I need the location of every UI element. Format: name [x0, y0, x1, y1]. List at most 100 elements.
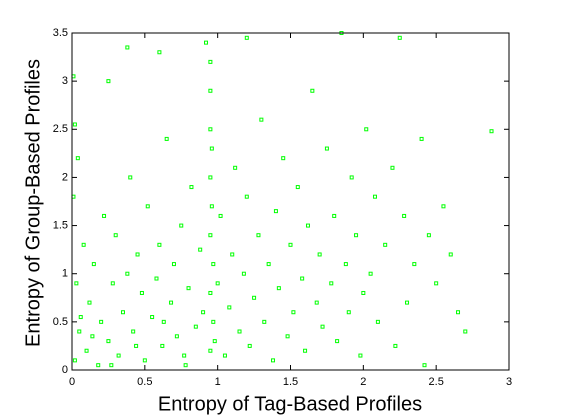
point	[208, 290, 213, 295]
point	[154, 276, 159, 281]
point	[96, 363, 101, 368]
point	[329, 281, 334, 286]
point	[186, 286, 191, 291]
point	[305, 223, 310, 228]
point	[456, 310, 461, 315]
point	[189, 185, 194, 190]
point	[300, 276, 305, 281]
point	[276, 286, 281, 291]
point	[150, 315, 155, 320]
point	[157, 242, 162, 247]
y-axis-label: Entropy of Group-Based Profiles	[22, 59, 44, 347]
point	[271, 358, 276, 363]
point	[183, 363, 188, 368]
point	[72, 122, 77, 127]
point	[463, 329, 468, 334]
point	[211, 319, 216, 324]
point	[209, 204, 214, 209]
y-tick-label: 2.5	[53, 123, 68, 135]
y-tick-label: 0.5	[53, 316, 68, 328]
point	[211, 262, 216, 267]
point	[349, 175, 354, 180]
point	[75, 156, 80, 161]
point	[125, 271, 130, 276]
point	[390, 165, 395, 170]
x-axis-label: Entropy of Tag-Based Profiles	[158, 393, 422, 415]
point	[128, 175, 133, 180]
point	[247, 343, 252, 348]
point	[193, 324, 198, 329]
point	[244, 35, 249, 40]
x-tick-label: 1.5	[283, 376, 298, 388]
point	[397, 35, 402, 40]
point	[209, 146, 214, 151]
point	[99, 319, 104, 324]
point	[74, 281, 79, 286]
y-tick-label: 3.5	[53, 27, 68, 39]
point	[208, 59, 213, 64]
x-tick-label: 1	[215, 376, 221, 388]
point	[343, 262, 348, 267]
point	[317, 252, 322, 257]
point	[426, 233, 431, 238]
point	[448, 252, 453, 257]
point	[405, 300, 410, 305]
point	[332, 213, 337, 218]
point	[489, 129, 494, 134]
point	[212, 339, 217, 344]
point	[364, 127, 369, 132]
x-tick-label: 2.5	[429, 376, 444, 388]
point	[412, 262, 417, 267]
point	[288, 242, 293, 247]
point	[346, 310, 351, 315]
point	[110, 281, 115, 286]
point	[179, 223, 184, 228]
point	[106, 339, 111, 344]
point	[204, 40, 209, 45]
point	[218, 213, 223, 218]
point	[72, 358, 77, 363]
point	[208, 175, 213, 180]
point	[171, 262, 176, 267]
point	[91, 262, 96, 267]
point	[81, 242, 86, 247]
point	[208, 233, 213, 238]
point	[310, 88, 315, 93]
point	[368, 271, 373, 276]
point	[222, 353, 227, 358]
point	[262, 319, 267, 324]
point	[116, 353, 121, 358]
point	[237, 329, 242, 334]
point	[125, 45, 130, 50]
point	[90, 334, 95, 339]
point	[78, 315, 83, 320]
points	[71, 31, 494, 368]
point	[285, 334, 290, 339]
point	[259, 117, 264, 122]
point	[135, 252, 140, 257]
point	[441, 204, 446, 209]
point	[434, 281, 439, 286]
point	[182, 353, 187, 358]
point	[233, 165, 238, 170]
point	[157, 50, 162, 55]
x-tick-label: 0.5	[137, 376, 152, 388]
point	[87, 300, 92, 305]
point	[106, 79, 111, 84]
point	[131, 329, 136, 334]
point	[252, 295, 257, 300]
x-tick-label: 0	[69, 376, 75, 388]
point	[142, 358, 147, 363]
y-tick-label: 1	[62, 268, 68, 280]
point	[419, 136, 424, 141]
point	[335, 339, 340, 344]
point	[361, 290, 366, 295]
point	[358, 353, 363, 358]
point	[201, 310, 206, 315]
point	[314, 300, 319, 305]
point	[422, 363, 427, 368]
y-tick-label: 3	[62, 75, 68, 87]
point	[230, 252, 235, 257]
point	[295, 185, 300, 190]
